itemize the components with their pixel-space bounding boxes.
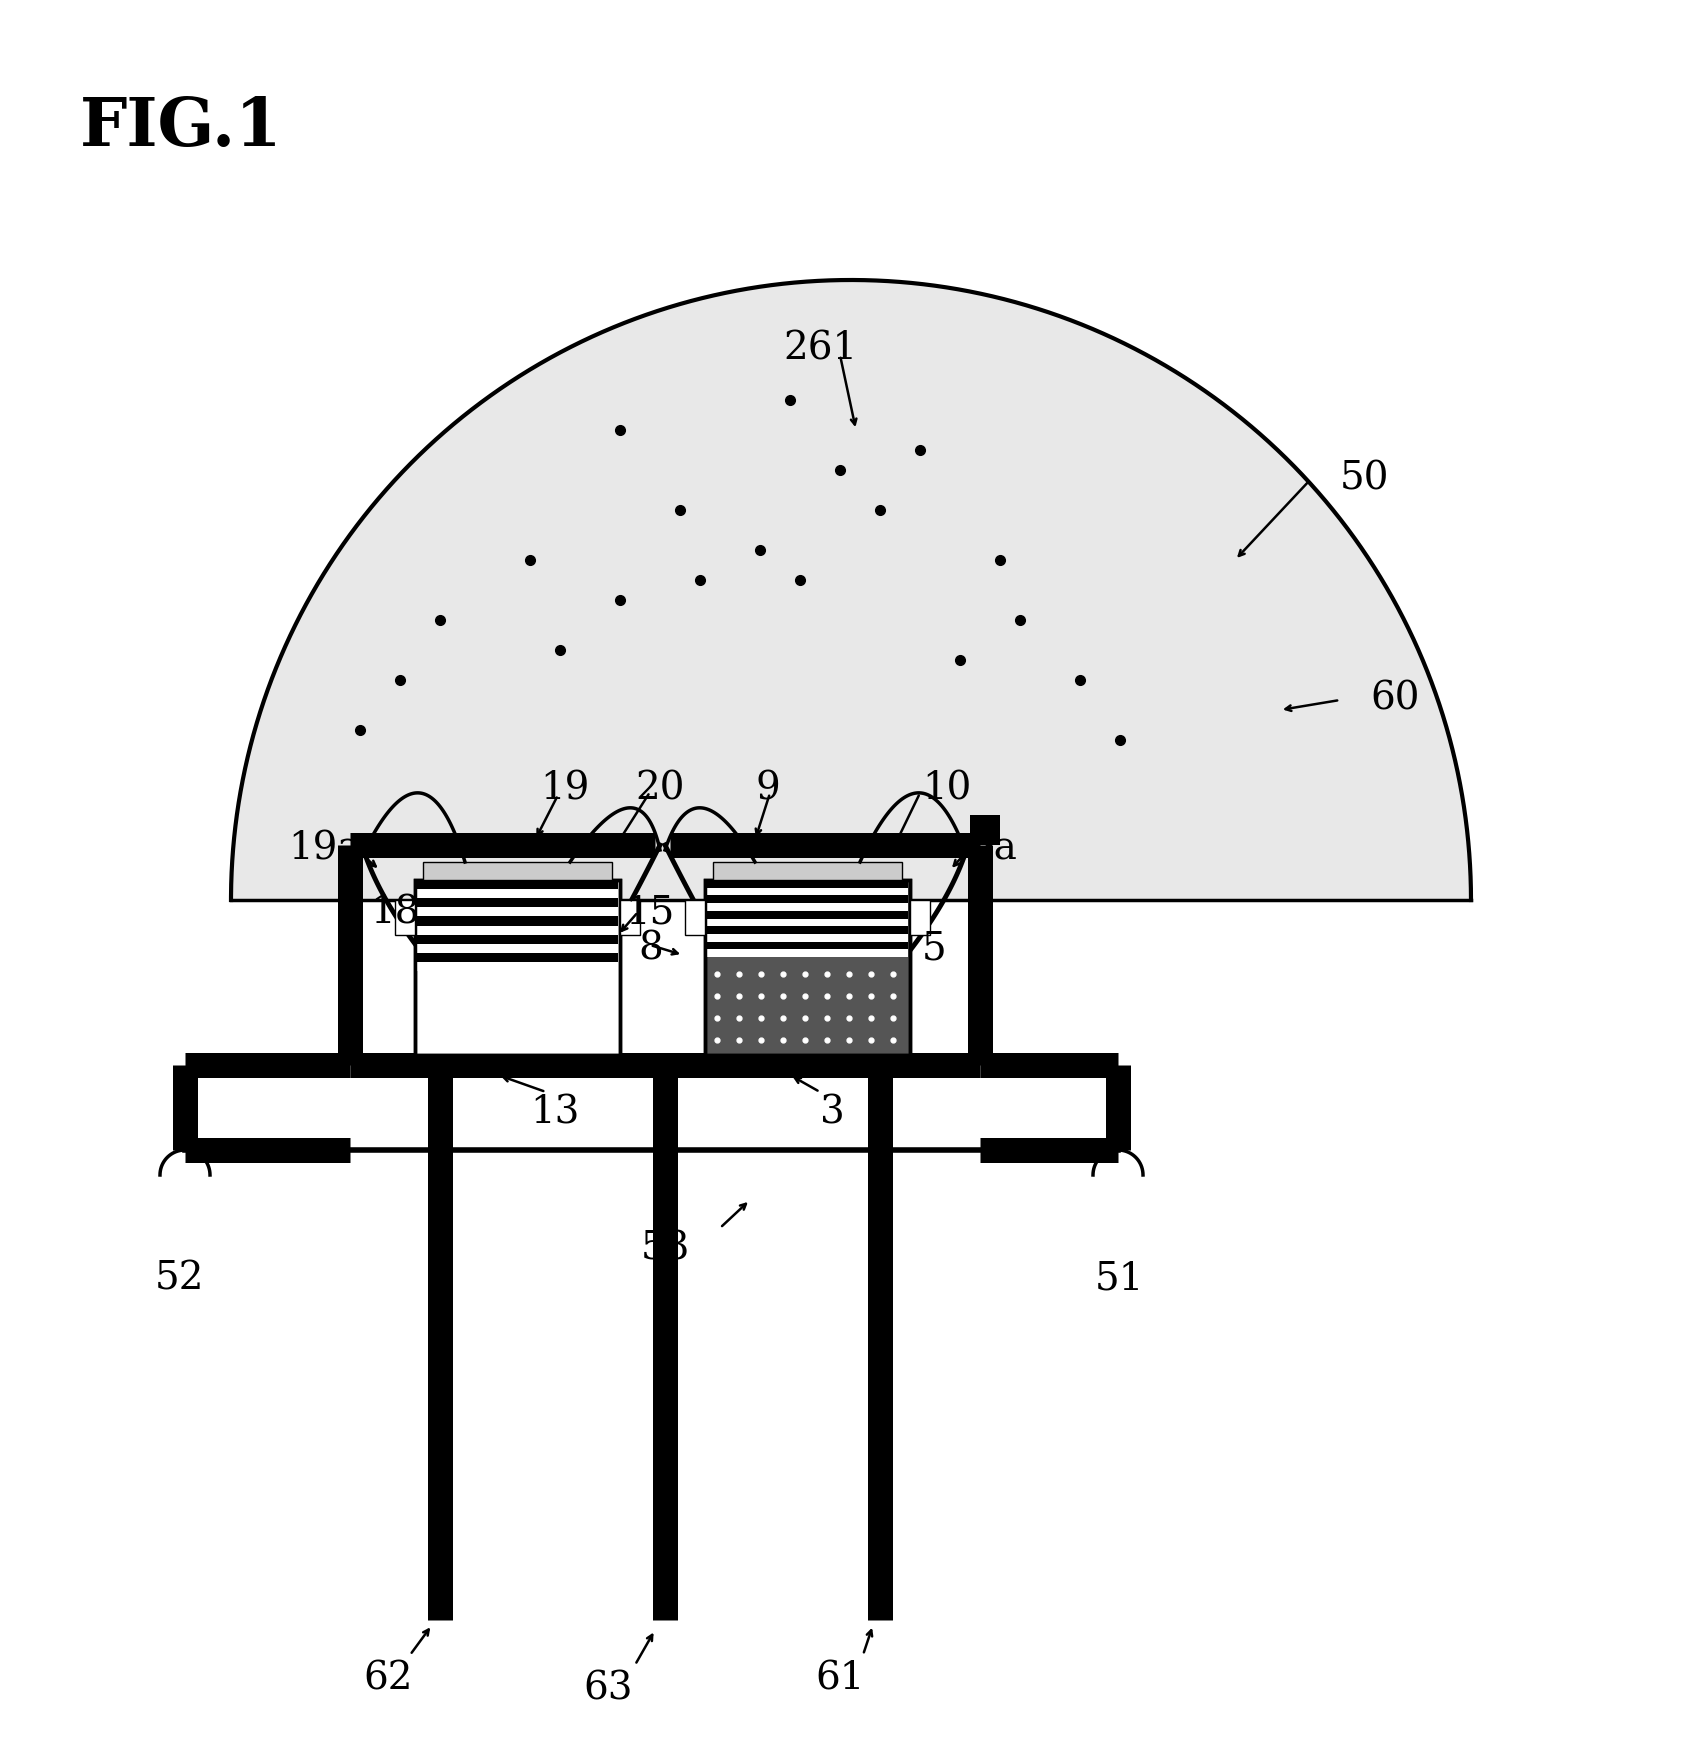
Bar (424, 861, 613, 880)
Bar (620, 900, 640, 935)
Bar (415, 880, 620, 1055)
Bar (706, 888, 907, 895)
Bar (417, 935, 618, 944)
Text: 62: 62 (363, 1661, 414, 1698)
Bar (705, 880, 911, 1055)
Bar (417, 880, 618, 889)
Text: 50: 50 (1339, 460, 1389, 497)
Text: 5: 5 (922, 930, 946, 967)
Bar (684, 900, 705, 935)
Text: 19a: 19a (288, 829, 361, 866)
Bar (713, 861, 902, 880)
Bar (706, 926, 907, 933)
Text: 9: 9 (756, 770, 781, 807)
Bar (417, 898, 618, 907)
Bar (417, 962, 618, 970)
Bar (417, 889, 618, 898)
Bar (417, 944, 618, 953)
Bar (911, 900, 929, 935)
Text: 3: 3 (820, 1095, 844, 1132)
Bar (706, 933, 907, 942)
Text: FIG.1: FIG.1 (80, 95, 283, 160)
Text: 60: 60 (1370, 680, 1419, 717)
Bar (706, 903, 907, 910)
Text: 52: 52 (155, 1261, 204, 1298)
Bar (417, 907, 618, 916)
Bar (706, 942, 907, 949)
Text: 61: 61 (815, 1661, 865, 1698)
Text: 19: 19 (540, 770, 589, 807)
Text: 20: 20 (635, 770, 684, 807)
Text: 8: 8 (638, 930, 662, 967)
Bar (706, 910, 907, 919)
Bar (706, 895, 907, 903)
Bar (706, 949, 907, 956)
Bar (417, 953, 618, 962)
Text: 53: 53 (640, 1229, 689, 1266)
Bar (706, 919, 907, 926)
Text: 13: 13 (529, 1095, 579, 1132)
Bar (970, 815, 1001, 845)
Text: 51: 51 (1094, 1261, 1144, 1298)
Text: 18: 18 (369, 895, 419, 932)
Bar (706, 880, 907, 888)
Text: 10: 10 (922, 770, 972, 807)
Text: 63: 63 (584, 1669, 633, 1706)
Bar (415, 880, 620, 1055)
Text: 15: 15 (625, 895, 674, 932)
Bar (417, 916, 618, 926)
Text: 9a: 9a (970, 829, 1018, 866)
Bar (395, 900, 415, 935)
Text: 261: 261 (783, 329, 858, 366)
Bar (417, 926, 618, 935)
Bar (705, 880, 911, 1055)
Polygon shape (231, 280, 1471, 900)
